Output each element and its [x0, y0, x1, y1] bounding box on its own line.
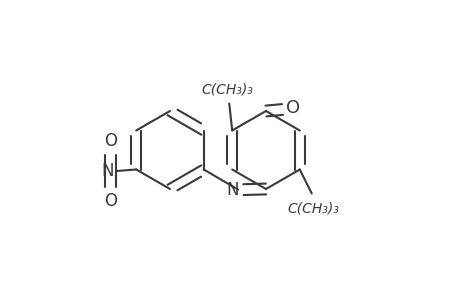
- Text: O: O: [285, 99, 300, 117]
- Text: O: O: [103, 192, 117, 210]
- Text: N: N: [226, 181, 239, 199]
- Text: O: O: [103, 132, 117, 150]
- Text: C(CH₃)₃: C(CH₃)₃: [287, 201, 338, 215]
- Text: N: N: [101, 162, 114, 180]
- Text: C(CH₃)₃: C(CH₃)₃: [202, 82, 253, 96]
